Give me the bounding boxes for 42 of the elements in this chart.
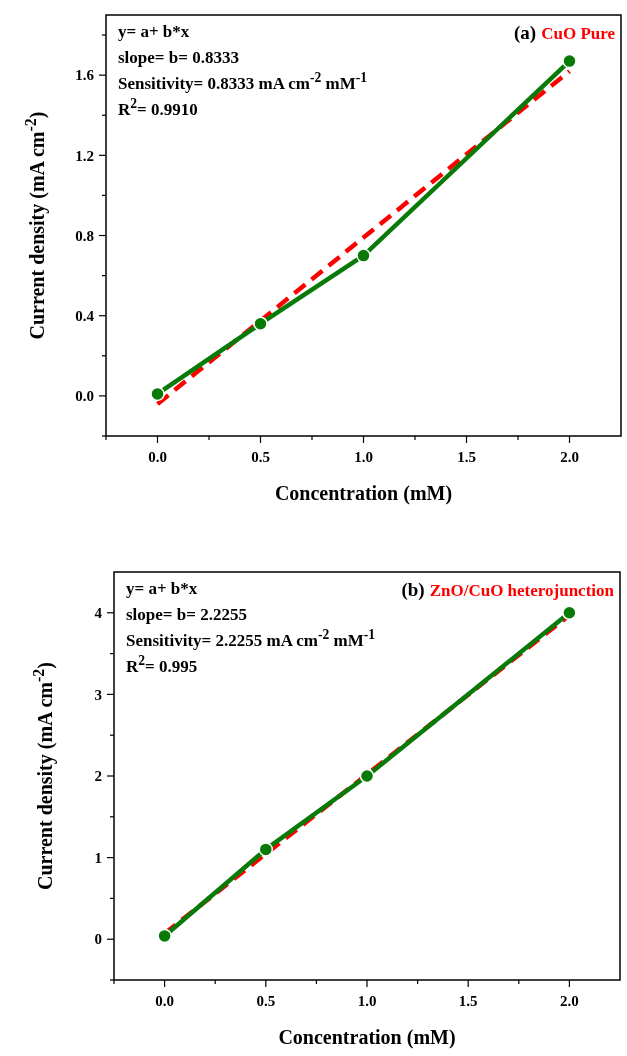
x-tick-label: 2.0 — [560, 449, 579, 465]
point — [359, 768, 375, 784]
point — [258, 842, 274, 857]
x-tick-label: 1.0 — [357, 993, 377, 1009]
annotation: Sensitivity= 0.8333 mA cm$^{-2}$ mM$^{-1}$ — [118, 69, 368, 93]
annotation: y= a+ b*x — [126, 579, 198, 598]
x-tick-label: 0.5 — [256, 993, 276, 1009]
point — [562, 605, 577, 621]
x-tick-label: 0.5 — [251, 449, 270, 465]
annotation: R$^{2}$= 0.9910 — [118, 95, 198, 119]
annotation: Sensitivity= 2.2255 mA cm$^{-2}$ mM$^{-1}$ — [126, 626, 376, 650]
annotation: slope= b= 0.8333 — [118, 48, 239, 67]
y-tick-label: 1.2 — [75, 147, 94, 164]
text: CuO Pure — [541, 24, 616, 43]
point — [253, 316, 268, 331]
text: ZnO/CuO heterojunction — [429, 581, 615, 600]
x-tick-label: 0.0 — [155, 993, 174, 1009]
y-tick-label: 1.6 — [75, 67, 95, 84]
y-tick-label: 4 — [94, 605, 103, 622]
y-tick-label: 0.4 — [75, 307, 95, 324]
point — [150, 386, 165, 402]
point — [157, 928, 172, 944]
annotation: slope= b= 2.2255 — [126, 605, 247, 624]
x-tick-label: 1.0 — [354, 449, 373, 465]
x-tick-label: 2.0 — [560, 993, 579, 1009]
point — [562, 53, 577, 69]
y-tick-label: 2 — [94, 768, 102, 785]
x-tick-label: 0.0 — [148, 449, 167, 465]
y-tick-label: 0.0 — [75, 388, 94, 405]
y-tick-label: 0.8 — [75, 227, 94, 244]
annotation: y= a+ b*x — [118, 22, 190, 41]
x-axis-title: Concentration (mM) — [274, 482, 453, 505]
x-tick-label: 1.5 — [457, 449, 476, 465]
y-tick-label: 0 — [94, 931, 102, 948]
chart-title: (b) — [401, 579, 425, 601]
y-tick-label: 3 — [94, 686, 102, 703]
x-axis-title: Concentration (mM) — [278, 1026, 456, 1049]
point — [356, 248, 371, 263]
chart-title: (a) — [514, 22, 537, 44]
annotation: R$^{2}$= 0.995 — [126, 652, 198, 676]
y-tick-label: 1 — [94, 849, 102, 866]
x-tick-label: 1.5 — [458, 993, 478, 1009]
